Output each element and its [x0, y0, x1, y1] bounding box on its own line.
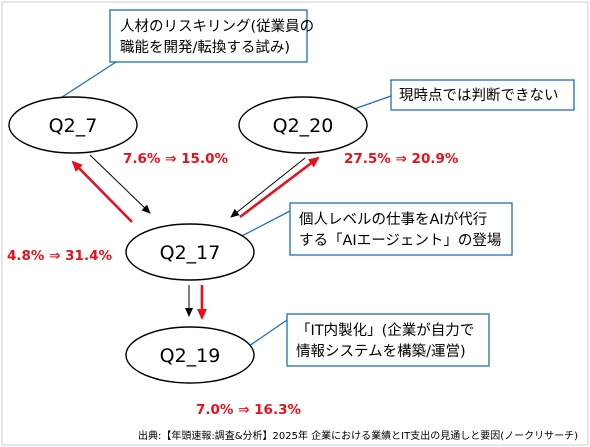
- source-note: 出典:【年頭速報:調査&分析】2025年 企業における業績とIT支出の見通しと要…: [138, 429, 578, 442]
- callout-q2-7-line-1: 人材のリスキリング(従業員の: [120, 18, 314, 35]
- change-q2-7-to-q2-17: 7.6% ⇒ 15.0%: [123, 151, 228, 167]
- node-q2-19-label: Q2_19: [160, 345, 221, 367]
- change-q2-20-to-q2-17: 27.5% ⇒ 20.9%: [344, 151, 459, 167]
- arrow-q2-17-to-q2-20: [239, 156, 320, 219]
- node-q2-20-label: Q2_20: [273, 115, 334, 137]
- change-q2-17-to-q2-19: 7.0% ⇒ 16.3%: [196, 402, 301, 418]
- callout-q2-20-line-1: 現時点では判断できない: [399, 87, 559, 104]
- node-q2-17-label: Q2_17: [160, 242, 221, 264]
- node-q2-20: Q2_20: [238, 96, 368, 154]
- callout-q2-17-line-1: 個人レベルの仕事をAIが代行: [299, 211, 487, 228]
- node-q2-7: Q2_7: [8, 96, 138, 154]
- change-q2-17-to-q2-7: 4.8% ⇒ 31.4%: [7, 248, 112, 264]
- node-q2-7-label: Q2_7: [49, 115, 98, 137]
- callout-q2-19-line-1: 「IT内製化」(企業が自力で: [296, 321, 474, 339]
- callout-q2-19: 「IT内製化」(企業が自力で 情報システムを構築/運営): [235, 313, 490, 367]
- callout-q2-17: 個人レベルの仕事をAIが代行 する「AIエージェント」の登場: [237, 202, 513, 256]
- callout-q2-20: 現時点では判断できない: [339, 79, 575, 115]
- arrow-q2-20-to-q2-17: [230, 157, 306, 218]
- callout-q2-19-line-2: 情報システムを構築/運営): [296, 342, 466, 360]
- arrow-q2-17-to-q2-7: [71, 160, 133, 223]
- arrow-q2-7-to-q2-17: [89, 154, 151, 214]
- callout-q2-7: 人材のリスキリング(従業員の 職能を開発/転換する試み): [35, 9, 314, 115]
- callout-q2-7-line-2: 職能を開発/転換する試み): [120, 39, 290, 56]
- node-q2-19: Q2_19: [125, 326, 255, 384]
- node-q2-17: Q2_17: [125, 223, 255, 281]
- callout-q2-17-line-2: する「AIエージェント」の登場: [299, 232, 501, 249]
